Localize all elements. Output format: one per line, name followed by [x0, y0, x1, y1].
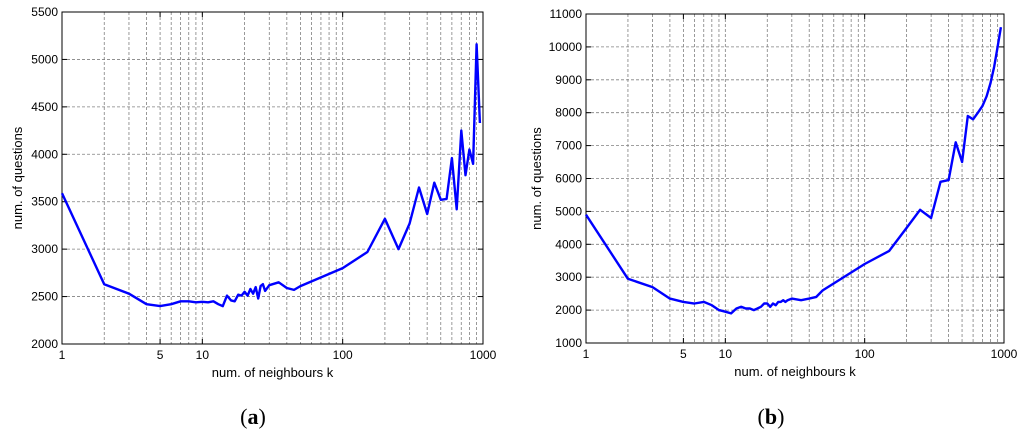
y-tick-label: 9000	[555, 73, 582, 87]
x-tick-label: 1	[59, 348, 66, 362]
x-tick-label: 10	[196, 348, 210, 362]
plot-frame	[61, 11, 484, 345]
x-tick-label: 1000	[991, 347, 1018, 361]
x-tick-label: 1	[583, 347, 590, 361]
y-tick-label: 6000	[555, 172, 582, 186]
y-tick-label: 2000	[555, 303, 582, 317]
y-tick-label: 11000	[550, 7, 583, 21]
x-tick-label: 5	[157, 348, 164, 362]
x-tick-label: 100	[855, 347, 875, 361]
series-line	[60, 43, 482, 308]
y-tick-label: 2000	[31, 337, 58, 351]
y-tick-label: 4000	[31, 147, 58, 161]
panel-label-a-letter: a	[248, 404, 259, 429]
series-line	[584, 27, 1003, 315]
x-tick-label: 10	[719, 347, 733, 361]
y-tick-label: 4000	[555, 237, 582, 251]
chart-b: 1 5 10 100 1000 1000 2000 3000 4000 5000 6000 7000 8…	[529, 7, 1018, 379]
y-tick-label: 3500	[31, 195, 58, 209]
x-tick-label: 1000	[470, 348, 497, 362]
y-tick-label: 1000	[555, 336, 582, 350]
y-tick-label: 4500	[31, 100, 58, 114]
chart-a: 1 5 10 100 1000 2000 2500 3000 3500 4000 4500 5000 5…	[10, 5, 497, 380]
x-axis-label: num. of neighbours k	[212, 365, 334, 380]
panel-label-b: (b)	[758, 404, 785, 429]
y-tick-label: 3000	[31, 242, 58, 256]
y-tick-label: 2500	[31, 290, 58, 304]
y-tick-label: 5000	[555, 204, 582, 218]
y-tick-label: 5000	[31, 52, 58, 66]
panel-label-b-letter: b	[765, 404, 777, 429]
y-tick-label: 5500	[31, 5, 58, 19]
x-axis-label: num. of neighbours k	[734, 364, 856, 379]
y-tick-label: 7000	[555, 139, 582, 153]
y-axis-label: num. of questions	[529, 127, 544, 230]
y-tick-label: 8000	[555, 106, 582, 120]
y-tick-label: 3000	[555, 270, 582, 284]
y-axis-label: num. of questions	[10, 126, 25, 229]
x-tick-label: 5	[680, 347, 687, 361]
panel-label-a: (a)	[240, 404, 266, 429]
y-tick-label: 10000	[549, 40, 583, 54]
x-tick-label: 100	[333, 348, 353, 362]
